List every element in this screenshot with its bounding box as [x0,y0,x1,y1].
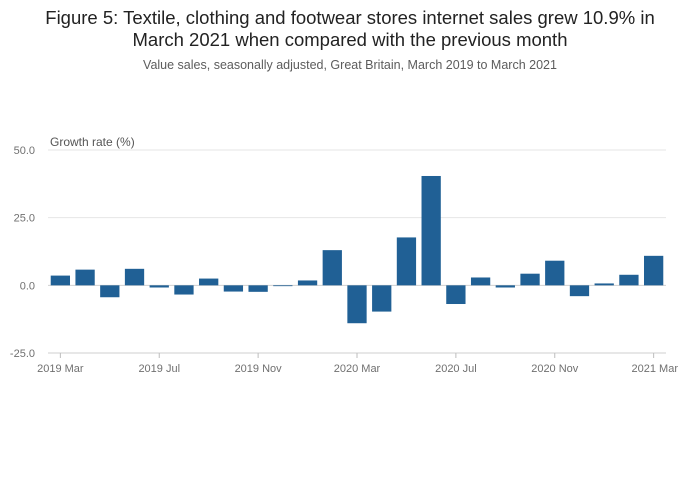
y-tick-label: 0.0 [20,280,35,292]
bar-series [50,175,664,324]
x-tick-label: 2020 Mar [334,363,381,375]
bar[interactable] [223,285,244,292]
chart-title: Figure 5: Textile, clothing and footwear… [0,7,700,51]
x-tick-label: 2019 Mar [37,363,84,375]
bar[interactable] [50,275,71,286]
bar[interactable] [495,285,515,288]
x-tick-label: 2020 Nov [531,363,579,375]
x-tick-label: 2019 Nov [235,363,283,375]
bar[interactable] [100,285,120,298]
y-tick-label: 25.0 [14,213,35,225]
bar[interactable] [297,280,318,286]
bar[interactable] [174,285,194,295]
x-tick-label: 2020 Jul [435,363,477,375]
y-axis-label: Growth rate (%) [50,135,135,149]
x-tick-label: 2021 Mar [632,363,679,375]
bar[interactable] [470,277,491,286]
bar[interactable] [124,268,145,286]
chart-title-line-2: March 2021 when compared with the previo… [132,29,568,50]
bar[interactable] [569,285,590,297]
bar[interactable] [273,285,293,287]
chart-title-line-1: Figure 5: Textile, clothing and footwear… [45,7,655,28]
bar[interactable] [199,278,219,286]
bar[interactable] [396,237,417,286]
bar[interactable] [248,285,268,292]
chart-subtitle: Value sales, seasonally adjusted, Great … [143,58,557,72]
bar[interactable] [347,285,367,324]
y-axis: -25.0 0.0 25.0 50.0 [10,145,35,360]
bar[interactable] [545,260,565,286]
x-tick-label: 2019 Jul [138,363,180,375]
bar[interactable] [149,285,169,288]
bar[interactable] [643,255,664,286]
x-axis: 2019 Mar 2019 Jul 2019 Nov 2020 Mar 2020 Jul… [37,352,679,375]
bar[interactable] [75,269,95,286]
bar[interactable] [619,274,639,286]
bar[interactable] [372,285,392,312]
bar[interactable] [594,283,614,286]
bar[interactable] [421,175,441,286]
y-tick-label: -25.0 [10,348,35,360]
bar[interactable] [322,250,342,286]
bar[interactable] [520,273,540,286]
bar[interactable] [446,285,466,305]
y-tick-label: 50.0 [14,145,35,157]
